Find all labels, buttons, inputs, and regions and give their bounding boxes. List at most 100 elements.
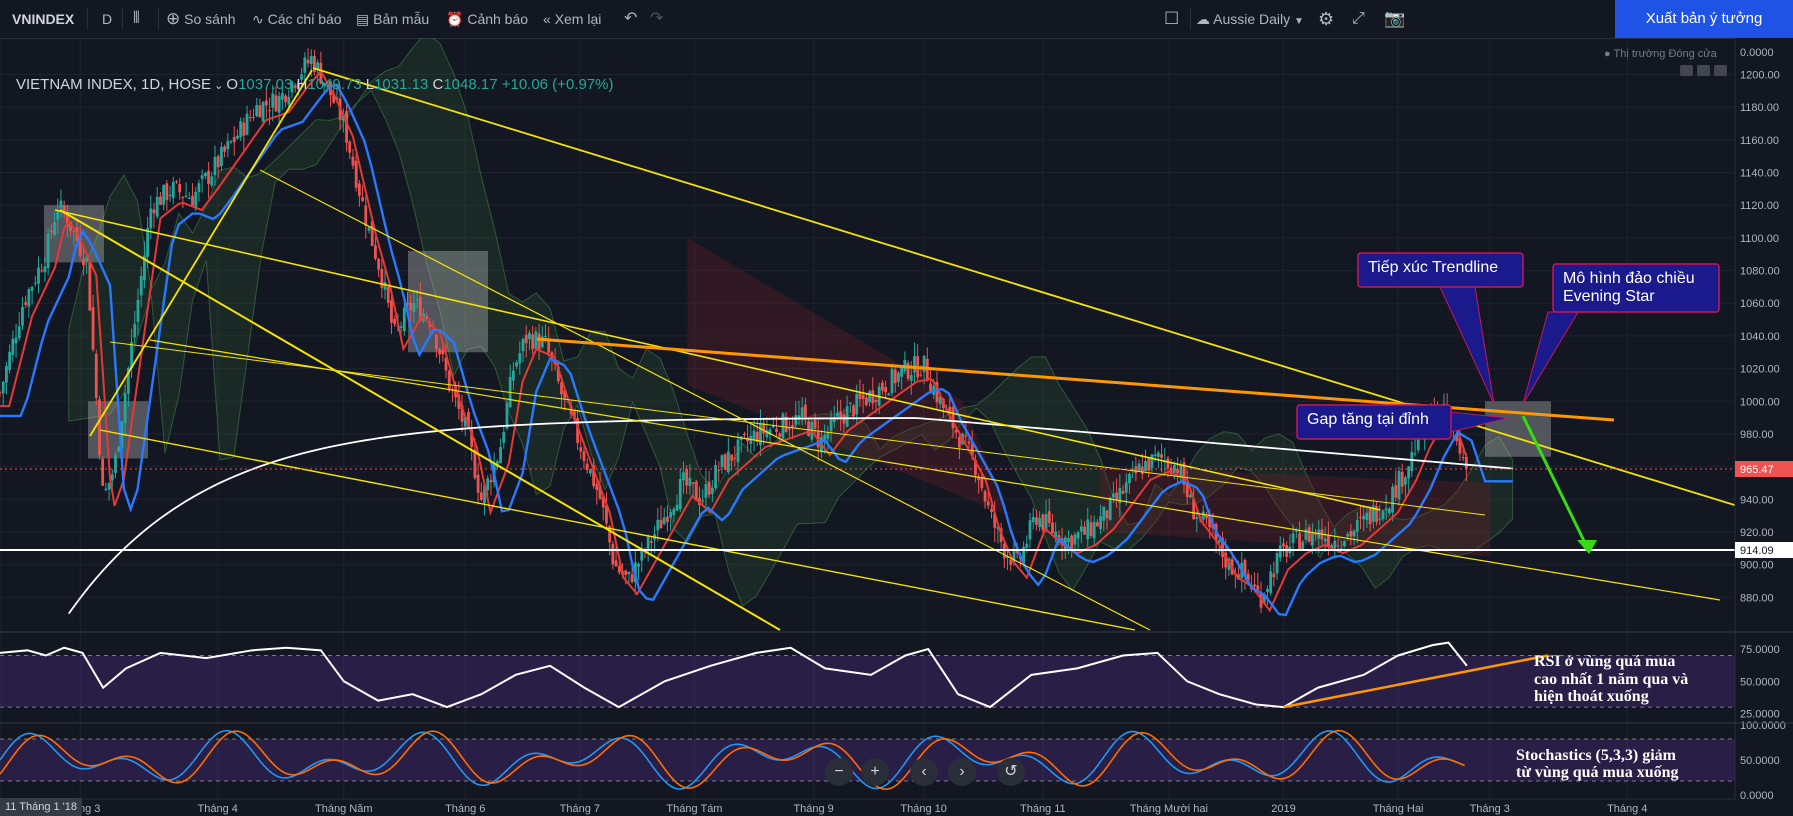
candle-body — [743, 433, 746, 436]
candle-body — [765, 430, 769, 438]
candle-body — [146, 227, 150, 257]
candle-body — [534, 331, 538, 349]
candle-body — [723, 454, 727, 470]
candle-body — [1461, 457, 1465, 459]
price-tick: 1160.00 — [1740, 135, 1779, 147]
high-label: H — [296, 76, 308, 93]
candle-body — [40, 270, 44, 272]
candle-body — [1047, 511, 1051, 523]
candle-body — [601, 496, 605, 508]
price-tick: 1100.00 — [1740, 233, 1779, 245]
symbol-legend: VIETNAM INDEX, 1D, HOSE ⌄ O1037.03 H1049… — [16, 76, 613, 93]
undo-icon[interactable]: ↶ — [624, 10, 638, 27]
candle-body — [402, 307, 406, 332]
candle-body — [608, 526, 612, 543]
candle-body — [1067, 537, 1070, 543]
price-axis: 0.0000 1200.00 1180.00 1160.00 1140.00 1120.0… — [1734, 38, 1793, 816]
stoch-note-line: từ vùng quá mua xuống — [1516, 764, 1679, 781]
redo-icon[interactable]: ↷ — [650, 10, 664, 27]
candle-body — [505, 403, 509, 429]
candle-body — [313, 56, 316, 73]
candle-body — [762, 422, 766, 434]
candle-body — [1208, 513, 1212, 528]
candle-body — [370, 221, 374, 246]
candle-body — [589, 469, 592, 474]
candle-body — [24, 302, 28, 305]
toolbar-divider — [1190, 8, 1191, 30]
candle-body — [958, 437, 961, 448]
candle-body — [361, 197, 364, 201]
gear-icon[interactable]: ⚙ — [1318, 9, 1335, 29]
time-tick: Tháng Hai — [1373, 803, 1424, 815]
indicators-button[interactable]: ∿ Các chỉ báo — [252, 0, 342, 38]
candle-body — [1381, 510, 1385, 520]
candle-body — [1221, 537, 1224, 558]
candle-body — [624, 570, 628, 575]
candle-body — [216, 156, 220, 168]
interval-button[interactable]: D — [102, 11, 113, 27]
candle-body — [78, 238, 82, 256]
candle-body — [649, 541, 653, 543]
fullscreen-square-icon[interactable]: ☐ — [1164, 9, 1180, 28]
zoom-out-button[interactable]: − — [825, 758, 853, 786]
symbol-search[interactable]: VNINDEX — [12, 11, 75, 27]
legend-title[interactable]: VIETNAM INDEX, 1D, HOSE — [16, 76, 212, 93]
pane-down-icon[interactable] — [1697, 65, 1710, 76]
stoch-tick: 100.0000 — [1740, 720, 1786, 732]
pane-up-icon[interactable] — [1680, 65, 1693, 76]
candle-body — [871, 390, 875, 404]
chart-style-icon[interactable]: ⫴ — [133, 10, 140, 27]
candle-body — [284, 95, 287, 103]
candle-body — [518, 353, 522, 364]
candle-body — [954, 429, 958, 433]
rsi-note-line: cao nhất 1 năm qua và — [1534, 671, 1688, 688]
candle-body — [425, 316, 429, 320]
pane-close-icon[interactable] — [1714, 65, 1727, 76]
scroll-left-button[interactable]: ‹ — [910, 758, 938, 786]
candle-body — [540, 336, 544, 348]
toolbar-divider — [122, 8, 123, 30]
candle-body — [393, 318, 397, 325]
chart-area[interactable]: 0.0000 1200.00 1180.00 1160.00 1140.00 1120.0… — [0, 38, 1793, 816]
candle-body — [1073, 534, 1077, 545]
compare-button[interactable]: ⊕ So sánh — [166, 0, 236, 38]
reset-chart-button[interactable]: ↺ — [997, 758, 1025, 786]
layout-selector[interactable]: ☁ Aussie Daily ▼ — [1196, 0, 1304, 38]
candle-body — [797, 415, 801, 418]
candle-body — [303, 57, 307, 73]
candle-body — [701, 500, 705, 502]
candle-body — [829, 417, 833, 432]
alert-button[interactable]: ⏰ Cảnh báo — [446, 0, 528, 38]
expand-icon[interactable]: ⤢ — [1352, 10, 1365, 27]
candle-body — [1346, 533, 1350, 537]
camera-icon[interactable]: 📷 — [1384, 9, 1406, 28]
zoom-in-button[interactable]: + — [861, 758, 889, 786]
arrow-head — [1577, 540, 1597, 554]
candle-body — [759, 423, 762, 445]
candle-body — [415, 299, 419, 301]
candle-body — [1301, 541, 1305, 550]
candle-body — [290, 81, 294, 93]
candle-body — [605, 505, 608, 524]
candle-body — [1083, 526, 1086, 535]
indicators-label: Các chỉ báo — [267, 11, 342, 27]
templates-button[interactable]: ▤ Bản mẫu — [356, 0, 429, 38]
candle-body — [117, 446, 121, 452]
candle-body — [1121, 490, 1125, 494]
candle-body — [1115, 492, 1119, 500]
candle-body — [1189, 494, 1192, 498]
candle-body — [37, 267, 40, 284]
scroll-right-button[interactable]: › — [948, 758, 976, 786]
templates-label: Bản mẫu — [373, 11, 430, 27]
candle-body — [556, 366, 560, 382]
stoch-note-line: Stochastics (5,3,3) giảm — [1516, 747, 1677, 764]
replay-label: Xem lại — [554, 11, 602, 27]
replay-button[interactable]: « Xem lại — [543, 0, 601, 38]
candle-body — [1365, 512, 1369, 521]
candle-body — [354, 160, 358, 188]
candle-body — [1339, 547, 1343, 550]
candle-body — [130, 342, 133, 368]
publish-idea-button[interactable]: Xuất bản ý tưởng — [1615, 0, 1793, 38]
candle-body — [261, 102, 265, 122]
candle-body — [726, 451, 730, 473]
